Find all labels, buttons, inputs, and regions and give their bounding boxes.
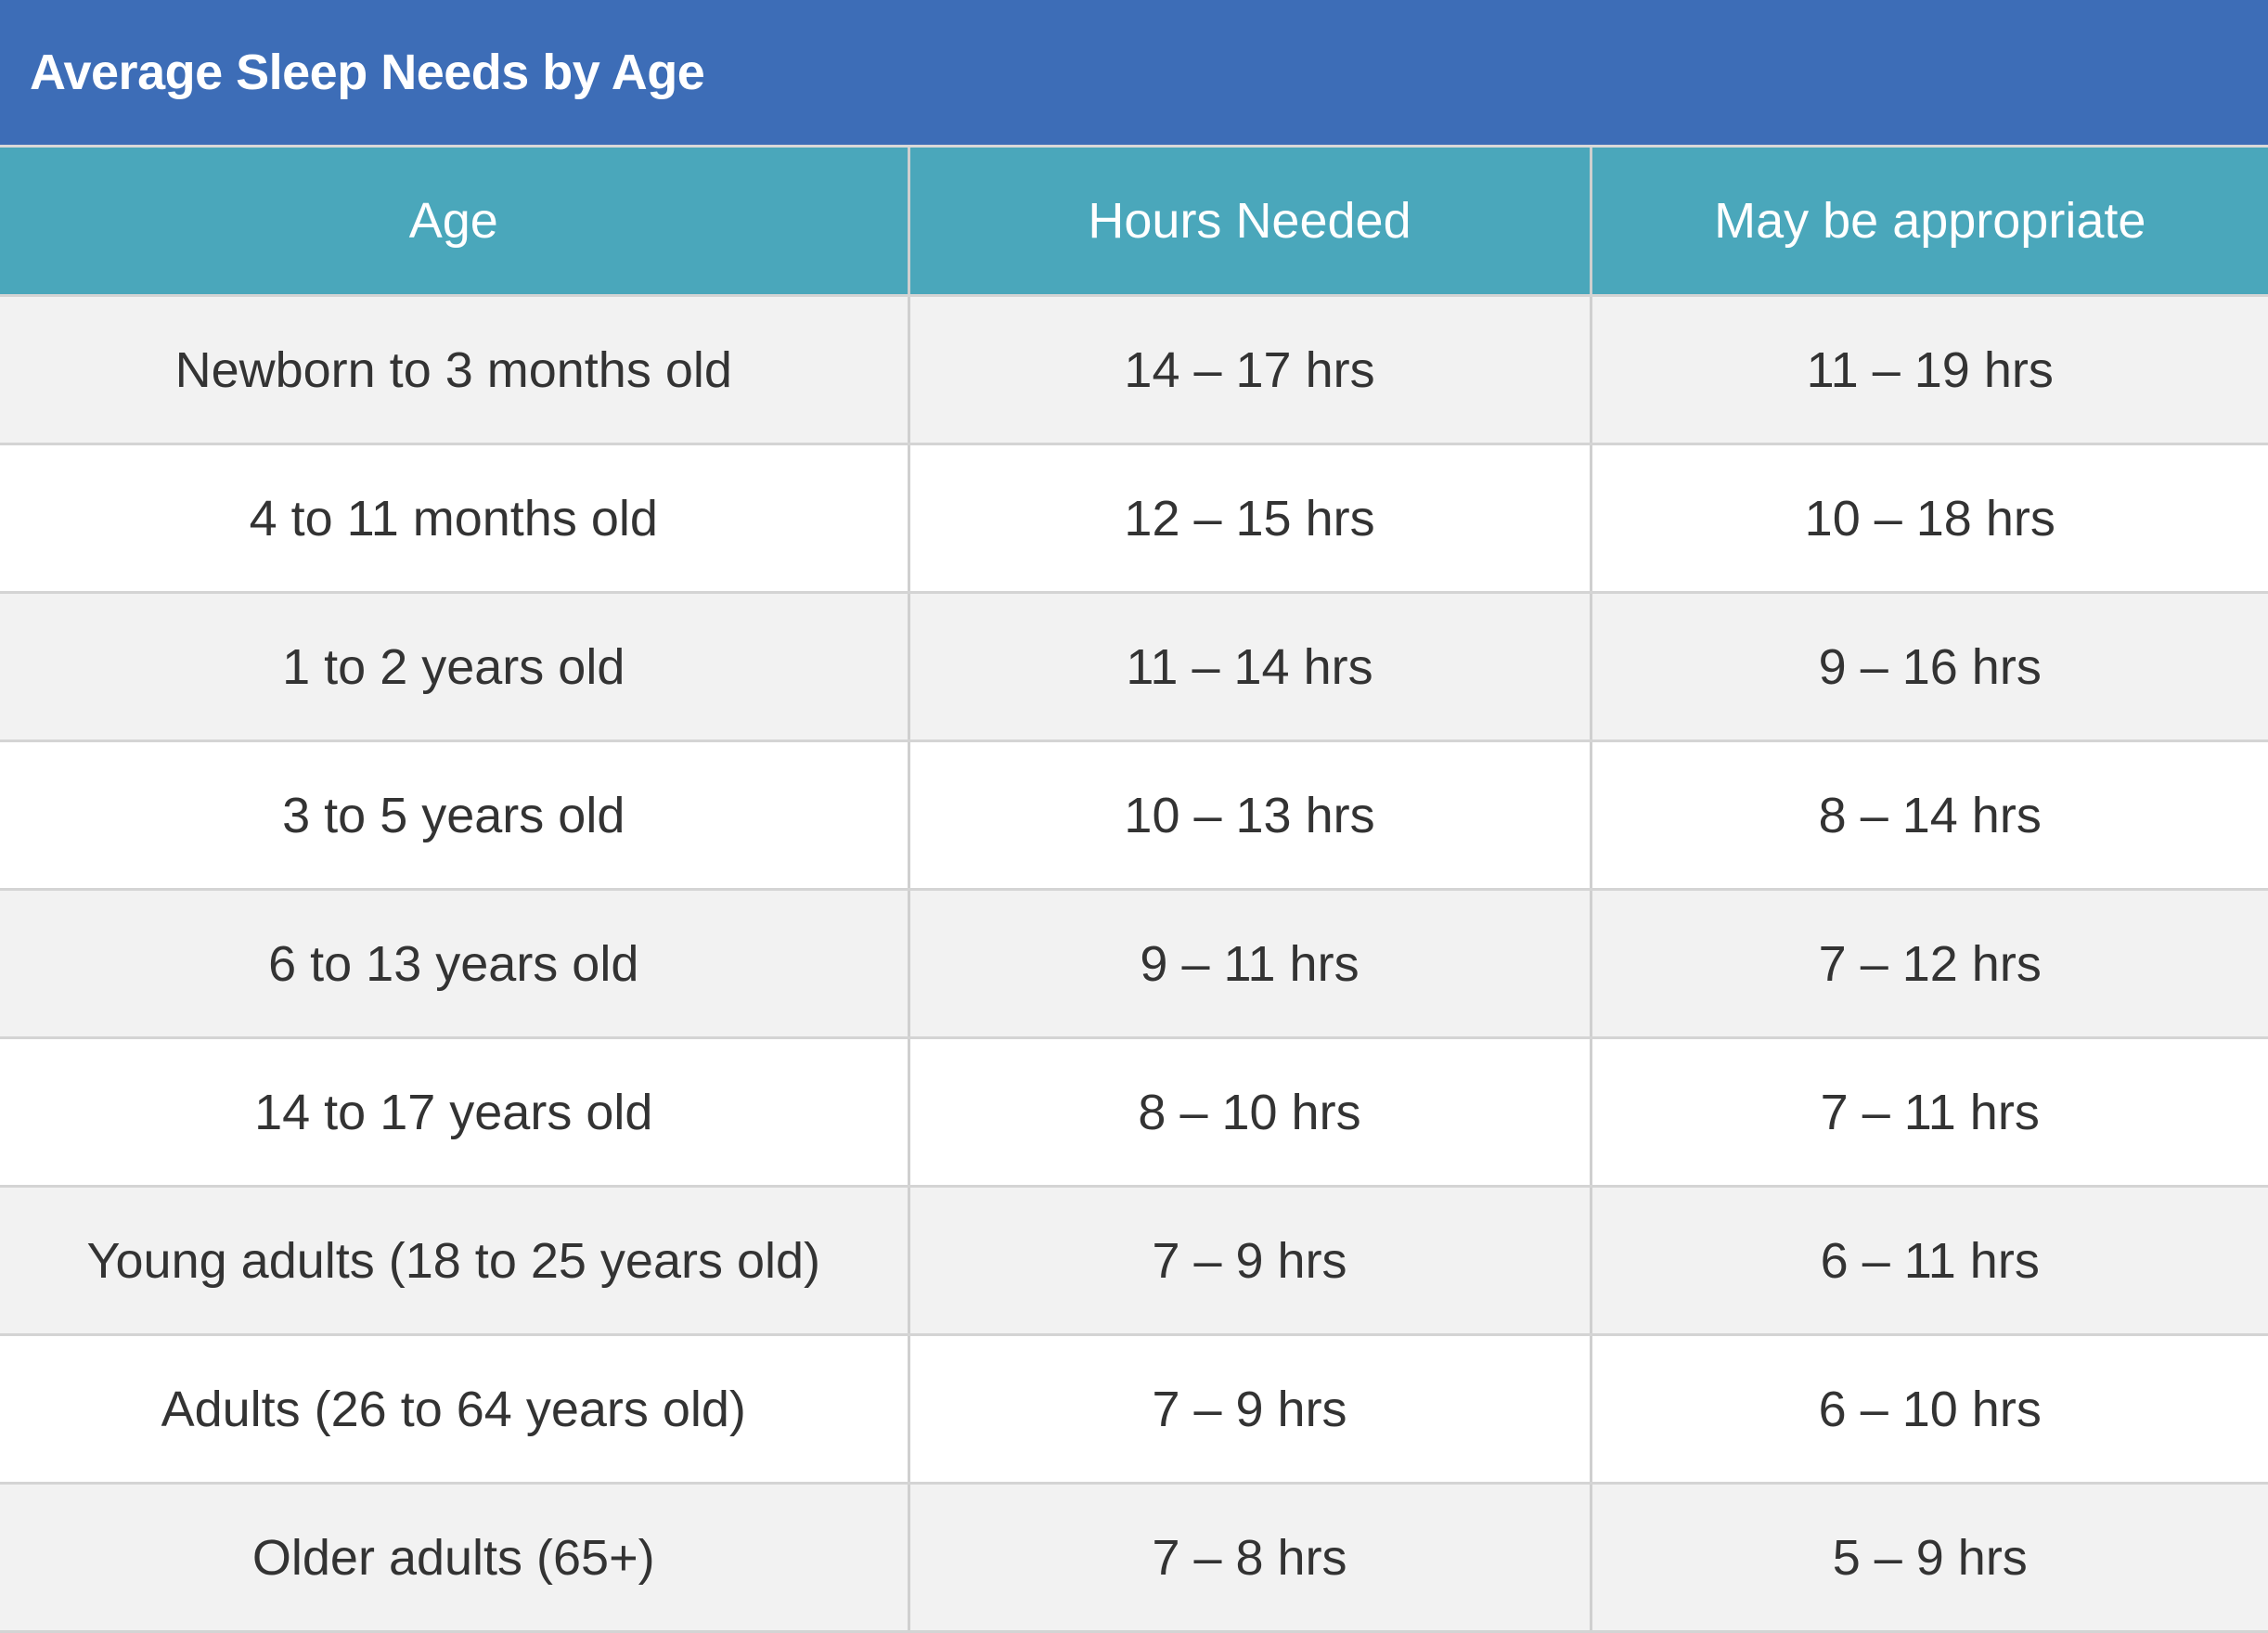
hours-needed-cell: 11 – 14 hrs — [907, 592, 1591, 742]
may-be-appropriate-cell: 9 – 16 hrs — [1589, 592, 2268, 742]
may-be-appropriate-cell: 7 – 12 hrs — [1589, 889, 2268, 1039]
age-cell: 14 to 17 years old — [0, 1037, 908, 1188]
may-be-appropriate-cell: 6 – 11 hrs — [1589, 1186, 2268, 1336]
table-row: 3 to 5 years old 10 – 13 hrs 8 – 14 hrs — [0, 740, 2268, 891]
title-bar: Average Sleep Needs by Age — [0, 0, 2268, 145]
header-row: Age Hours Needed May be appropriate — [0, 145, 2268, 297]
table-row: 1 to 2 years old 11 – 14 hrs 9 – 16 hrs — [0, 592, 2268, 742]
hours-needed-cell: 8 – 10 hrs — [907, 1037, 1591, 1188]
column-header-hours-needed: Hours Needed — [907, 145, 1591, 297]
table-row: 14 to 17 years old 8 – 10 hrs 7 – 11 hrs — [0, 1037, 2268, 1188]
age-cell: 4 to 11 months old — [0, 444, 908, 594]
hours-needed-cell: 7 – 9 hrs — [907, 1186, 1591, 1336]
table-row: Adults (26 to 64 years old) 7 – 9 hrs 6 … — [0, 1334, 2268, 1485]
may-be-appropriate-cell: 7 – 11 hrs — [1589, 1037, 2268, 1188]
age-cell: Older adults (65+) — [0, 1483, 908, 1633]
age-cell: Young adults (18 to 25 years old) — [0, 1186, 908, 1336]
hours-needed-cell: 14 – 17 hrs — [907, 295, 1591, 445]
table-row: 4 to 11 months old 12 – 15 hrs 10 – 18 h… — [0, 444, 2268, 594]
may-be-appropriate-cell: 8 – 14 hrs — [1589, 740, 2268, 891]
column-header-may-be-appropriate: May be appropriate — [1589, 145, 2268, 297]
may-be-appropriate-cell: 10 – 18 hrs — [1589, 444, 2268, 594]
table-header: Age Hours Needed May be appropriate — [0, 145, 2268, 297]
table-row: Older adults (65+) 7 – 8 hrs 5 – 9 hrs — [0, 1483, 2268, 1633]
age-cell: 6 to 13 years old — [0, 889, 908, 1039]
may-be-appropriate-cell: 11 – 19 hrs — [1589, 295, 2268, 445]
hours-needed-cell: 7 – 9 hrs — [907, 1334, 1591, 1485]
column-header-age: Age — [0, 145, 908, 297]
may-be-appropriate-cell: 6 – 10 hrs — [1589, 1334, 2268, 1485]
table-row: Young adults (18 to 25 years old) 7 – 9 … — [0, 1186, 2268, 1336]
sleep-needs-table: Age Hours Needed May be appropriate Newb… — [0, 145, 2268, 1633]
hours-needed-cell: 10 – 13 hrs — [907, 740, 1591, 891]
table-title: Average Sleep Needs by Age — [30, 45, 705, 100]
age-cell: 1 to 2 years old — [0, 592, 908, 742]
table-row: Newborn to 3 months old 14 – 17 hrs 11 –… — [0, 295, 2268, 445]
hours-needed-cell: 9 – 11 hrs — [907, 889, 1591, 1039]
age-cell: Adults (26 to 64 years old) — [0, 1334, 908, 1485]
hours-needed-cell: 12 – 15 hrs — [907, 444, 1591, 594]
age-cell: Newborn to 3 months old — [0, 295, 908, 445]
hours-needed-cell: 7 – 8 hrs — [907, 1483, 1591, 1633]
table-body: Newborn to 3 months old 14 – 17 hrs 11 –… — [0, 295, 2268, 1633]
table-row: 6 to 13 years old 9 – 11 hrs 7 – 12 hrs — [0, 889, 2268, 1039]
age-cell: 3 to 5 years old — [0, 740, 908, 891]
may-be-appropriate-cell: 5 – 9 hrs — [1589, 1483, 2268, 1633]
